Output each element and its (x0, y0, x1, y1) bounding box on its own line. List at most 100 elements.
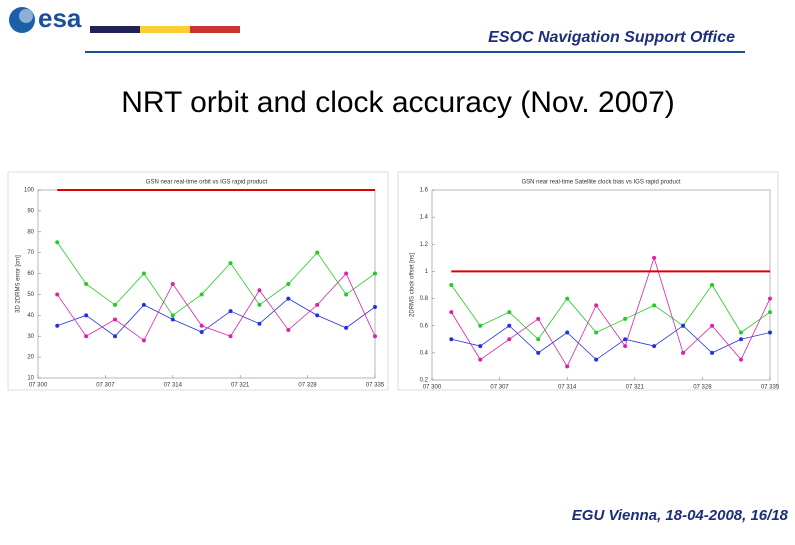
data-point (286, 282, 291, 286)
data-point (478, 357, 483, 362)
footer: EGU Vienna, 18-04-2008, 16/18 (572, 507, 789, 524)
data-point (113, 302, 118, 307)
data-point (315, 302, 320, 307)
data-point (594, 330, 599, 335)
y-tick-label: 30 (27, 334, 34, 340)
data-point (344, 271, 349, 276)
data-point (478, 344, 483, 349)
x-tick-label: 07 300 (423, 385, 442, 391)
y-tick-label: 50 (27, 292, 34, 298)
data-point (478, 323, 483, 328)
data-point (623, 344, 628, 349)
data-point (199, 323, 204, 328)
data-point (257, 302, 262, 307)
x-tick-label: 07 335 (761, 385, 780, 391)
data-point (344, 292, 349, 297)
data-point (681, 323, 686, 328)
data-point (739, 330, 744, 335)
data-point (652, 344, 657, 349)
data-point (565, 296, 570, 301)
y-tick-label: 20 (27, 355, 34, 361)
data-point (257, 321, 262, 326)
data-point (344, 325, 349, 330)
data-point (623, 316, 628, 321)
data-point (507, 337, 512, 342)
y-tick-label: 0.6 (420, 323, 429, 329)
data-point (55, 240, 60, 245)
office-name: ESOC Navigation Support Office (488, 29, 735, 46)
data-point (373, 271, 377, 276)
data-point (536, 316, 541, 321)
data-point (507, 310, 512, 315)
y-tick-label: 10 (27, 376, 34, 382)
logo-globe-shine (19, 9, 33, 23)
x-tick-label: 07 314 (164, 383, 183, 389)
data-point (594, 357, 599, 362)
data-point (199, 292, 204, 297)
y-tick-label: 0.8 (420, 296, 429, 302)
y-tick-label: 70 (27, 250, 34, 256)
data-point (536, 350, 541, 355)
data-point (228, 309, 233, 314)
flags (90, 26, 240, 33)
x-tick-label: 07 307 (96, 383, 115, 389)
data-point (536, 337, 541, 342)
data-point (449, 337, 454, 342)
x-tick-label: 07 321 (626, 385, 645, 391)
x-tick-label: 07 321 (231, 383, 250, 389)
series-line (57, 298, 376, 337)
data-point (710, 323, 715, 328)
data-point (257, 288, 262, 293)
data-point (449, 283, 454, 287)
data-point (768, 330, 772, 335)
data-point (141, 338, 146, 343)
chart-frame (397, 171, 779, 391)
chart-title: GSN near real-time Satellite clock bias … (521, 180, 680, 186)
data-point (710, 350, 715, 355)
data-point (710, 283, 715, 287)
x-tick-label: 07 307 (490, 385, 509, 391)
series-line (450, 256, 771, 368)
data-point (623, 337, 628, 342)
data-point (170, 282, 175, 286)
data-point (141, 271, 146, 276)
data-point (652, 255, 657, 260)
x-tick-label: 07 314 (558, 385, 577, 391)
y-tick-label: 1 (425, 269, 429, 275)
series-line (451, 325, 771, 361)
y-tick-label: 100 (24, 188, 35, 194)
series-line (56, 241, 376, 316)
y-tick-label: 60 (27, 271, 34, 277)
data-point (286, 327, 291, 332)
data-point (286, 296, 291, 301)
data-point (507, 323, 512, 328)
data-point (373, 304, 377, 309)
x-tick-label: 07 335 (366, 383, 385, 389)
data-point (113, 334, 118, 339)
data-point (141, 302, 146, 307)
x-tick-label: 07 300 (29, 383, 48, 389)
data-point (228, 261, 233, 266)
data-point (565, 330, 570, 335)
y-tick-label: 0.4 (420, 350, 429, 356)
y-tick-label: 1.6 (420, 188, 429, 194)
y-tick-label: 40 (27, 313, 34, 319)
x-tick-label: 07 328 (298, 383, 317, 389)
data-point (199, 330, 204, 335)
data-point (681, 350, 686, 355)
data-point (55, 323, 60, 328)
y-axis-label: 2DRMS clock offset [ns] (410, 253, 416, 317)
data-point (315, 313, 320, 318)
charts: GSN near real-time orbit vs IGS rapid pr… (7, 171, 780, 391)
data-point (170, 317, 175, 322)
y-tick-label: 1.2 (420, 242, 429, 248)
slide-title: NRT orbit and clock accuracy (Nov. 2007) (121, 86, 675, 119)
data-point (449, 310, 454, 315)
chart-frame (7, 171, 389, 391)
data-point (315, 250, 320, 255)
y-tick-label: 0.2 (420, 378, 429, 384)
data-point (84, 334, 89, 339)
data-point (55, 292, 60, 297)
